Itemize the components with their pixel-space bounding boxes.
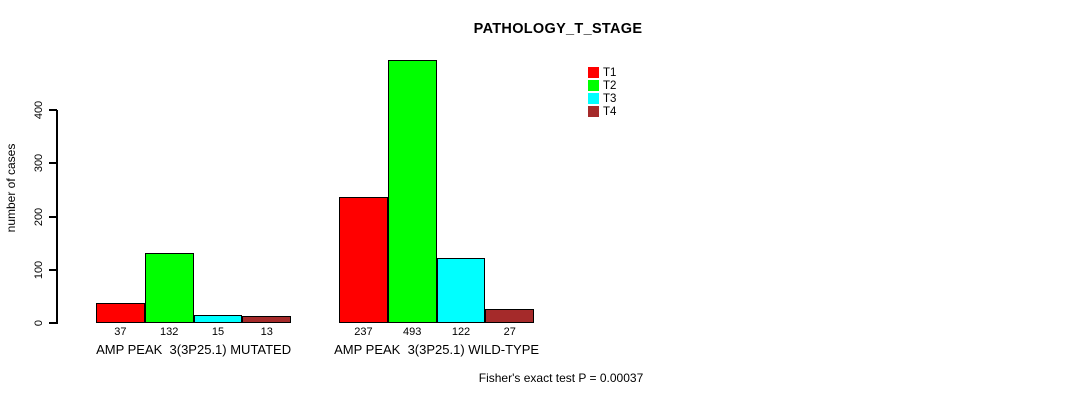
y-axis-line xyxy=(56,110,58,324)
bar-T4 xyxy=(242,316,292,323)
y-tick-mark xyxy=(49,162,57,165)
bar-T1 xyxy=(96,303,145,323)
chart-title: PATHOLOGY_T_STAGE xyxy=(473,21,643,37)
y-tick-mark xyxy=(49,268,57,271)
y-tick-label: 400 xyxy=(33,100,45,120)
legend-swatch-T2 xyxy=(588,80,599,91)
y-tick-mark xyxy=(49,215,57,218)
bar-value-label: 37 xyxy=(114,326,127,338)
group-label: AMP PEAK 3(3P25.1) MUTATED xyxy=(96,342,292,357)
bar-T4 xyxy=(485,308,535,323)
y-tick-label: 200 xyxy=(33,207,45,226)
y-tick-mark xyxy=(49,109,57,111)
bar-T2 xyxy=(387,60,437,323)
legend-label-T2: T2 xyxy=(603,79,617,92)
legend-row: T1 xyxy=(588,66,616,79)
bar-T3 xyxy=(436,258,486,323)
legend: T1 T2 T3 T4 xyxy=(588,66,616,118)
bar-value-label: 132 xyxy=(160,326,179,338)
y-tick-label: 100 xyxy=(33,260,45,279)
footer-stat: Fisher's exact test P = 0.00037 xyxy=(478,371,644,385)
bar-value-label: 13 xyxy=(260,326,273,338)
y-tick-label: 0 xyxy=(33,319,45,327)
legend-swatch-T4 xyxy=(588,106,599,117)
legend-row: T4 xyxy=(588,105,616,118)
bar-value-label: 122 xyxy=(451,326,471,338)
legend-row: T2 xyxy=(588,79,616,92)
group-label: AMP PEAK 3(3P25.1) WILD-TYPE xyxy=(334,342,540,357)
y-axis-label: number of cases xyxy=(4,143,18,233)
legend-label-T1: T1 xyxy=(603,66,617,79)
y-tick-mark xyxy=(49,322,57,324)
legend-swatch-T3 xyxy=(588,93,599,104)
bar-value-label: 237 xyxy=(354,326,373,338)
bar-value-label: 493 xyxy=(403,326,422,338)
bar-T3 xyxy=(193,315,243,323)
legend-row: T3 xyxy=(588,92,616,105)
legend-swatch-T1 xyxy=(588,67,599,78)
bar-value-label: 27 xyxy=(503,326,516,338)
legend-label-T3: T3 xyxy=(603,92,617,105)
y-tick-label: 300 xyxy=(33,154,45,173)
bar-T2 xyxy=(144,252,194,323)
bar-value-label: 15 xyxy=(211,326,225,338)
bar-T1 xyxy=(339,196,388,323)
legend-label-T4: T4 xyxy=(603,105,617,118)
